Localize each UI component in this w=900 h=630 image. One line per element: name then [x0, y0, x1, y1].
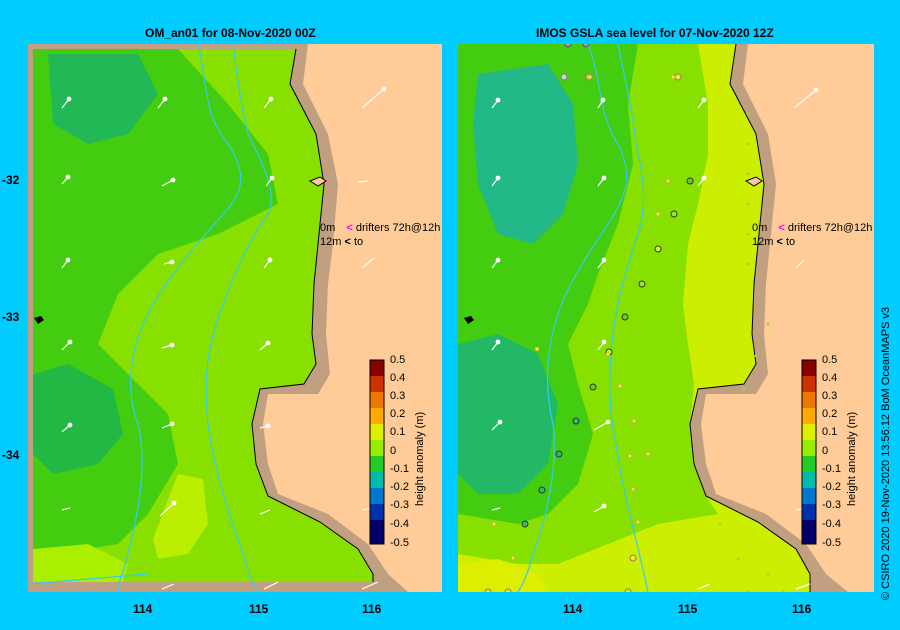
- right-legend-line2: 12m < to: [752, 236, 795, 248]
- colorbar-tick: 0.3: [390, 390, 406, 402]
- lon-tick-label: 116: [362, 602, 382, 616]
- colorbar-tick: 0.2: [390, 408, 406, 420]
- colorbar-tick: 0.3: [822, 390, 838, 402]
- right-legend-line1: 0m < drifters 72h@12h: [752, 222, 872, 234]
- current-arrows: [61, 86, 387, 590]
- legend-depth-label: 0m: [752, 222, 768, 234]
- colorbar-tick: 0: [390, 445, 397, 457]
- drifter-arrow-icon: <: [346, 222, 353, 234]
- left-map-panel: [28, 44, 442, 592]
- colorbar-title: height anomaly (m): [846, 411, 858, 506]
- left-legend-line1: 0m < drifters 72h@12h: [320, 222, 440, 234]
- drifter-arrow-icon: <: [344, 236, 351, 248]
- legend-text: drifters 72h@12h: [355, 222, 441, 234]
- right-map-svg: [458, 44, 874, 592]
- lon-tick-label: 115: [249, 602, 269, 616]
- credit-text: © CSIRO 2020 19-Nov-2020 13:56:12 BoM Oc…: [880, 306, 892, 600]
- colorbar-tick: 0.1: [390, 426, 406, 438]
- colorbar-tick: 0.5: [822, 354, 838, 366]
- left-panel-title: OM_an01 for 08-Nov-2020 00Z: [145, 26, 316, 40]
- colorbar-tick: 0: [822, 445, 829, 457]
- lat-tick-label: -32: [2, 173, 20, 187]
- drifter-arrow-icon: <: [776, 236, 783, 248]
- colorbar-tick: -0.3: [390, 499, 409, 511]
- left-legend-line2: 12m < to: [320, 236, 363, 248]
- colorbar-tick: -0.1: [822, 463, 841, 475]
- right-panel-title: IMOS GSLA sea level for 07-Nov-2020 12Z: [536, 26, 774, 40]
- colorbar-tick: 0.4: [822, 372, 838, 384]
- colorbar-tick: 0.2: [822, 408, 838, 420]
- legend-depth-label: 0m: [320, 222, 336, 234]
- colorbar-tick: 0.1: [822, 426, 838, 438]
- colorbar-tick: -0.5: [390, 537, 409, 549]
- altimeter-track-dots: [484, 44, 785, 592]
- legend-text: to: [785, 236, 796, 248]
- lon-tick-label: 114: [563, 602, 583, 616]
- colorbar-tick: -0.1: [390, 463, 409, 475]
- colorbar-tick: -0.4: [390, 518, 409, 530]
- colorbar-tick: -0.5: [822, 537, 841, 549]
- colorbar-tick: 0.4: [390, 372, 406, 384]
- legend-text: to: [353, 236, 364, 248]
- lon-tick-label: 116: [792, 602, 812, 616]
- right-colorbar: [801, 359, 817, 545]
- lat-tick-label: -34: [2, 448, 20, 462]
- colorbar-title: height anomaly (m): [414, 411, 426, 506]
- colorbar-tick: 0.5: [390, 354, 406, 366]
- left-map-svg: [28, 44, 442, 592]
- lat-tick-label: -33: [2, 310, 20, 324]
- colorbar-tick: -0.3: [822, 499, 841, 511]
- left-colorbar: [369, 359, 385, 545]
- right-map-panel: [458, 44, 874, 592]
- colorbar-tick: -0.2: [390, 481, 409, 493]
- colorbar-tick: -0.2: [822, 481, 841, 493]
- legend-depth-label: 12m: [752, 236, 774, 248]
- legend-depth-label: 12m: [320, 236, 342, 248]
- drifter-arrow-icon: <: [778, 222, 785, 234]
- legend-text: drifters 72h@12h: [787, 222, 873, 234]
- lon-tick-label: 115: [678, 602, 698, 616]
- colorbar-tick: -0.4: [822, 518, 841, 530]
- lon-tick-label: 114: [133, 602, 153, 616]
